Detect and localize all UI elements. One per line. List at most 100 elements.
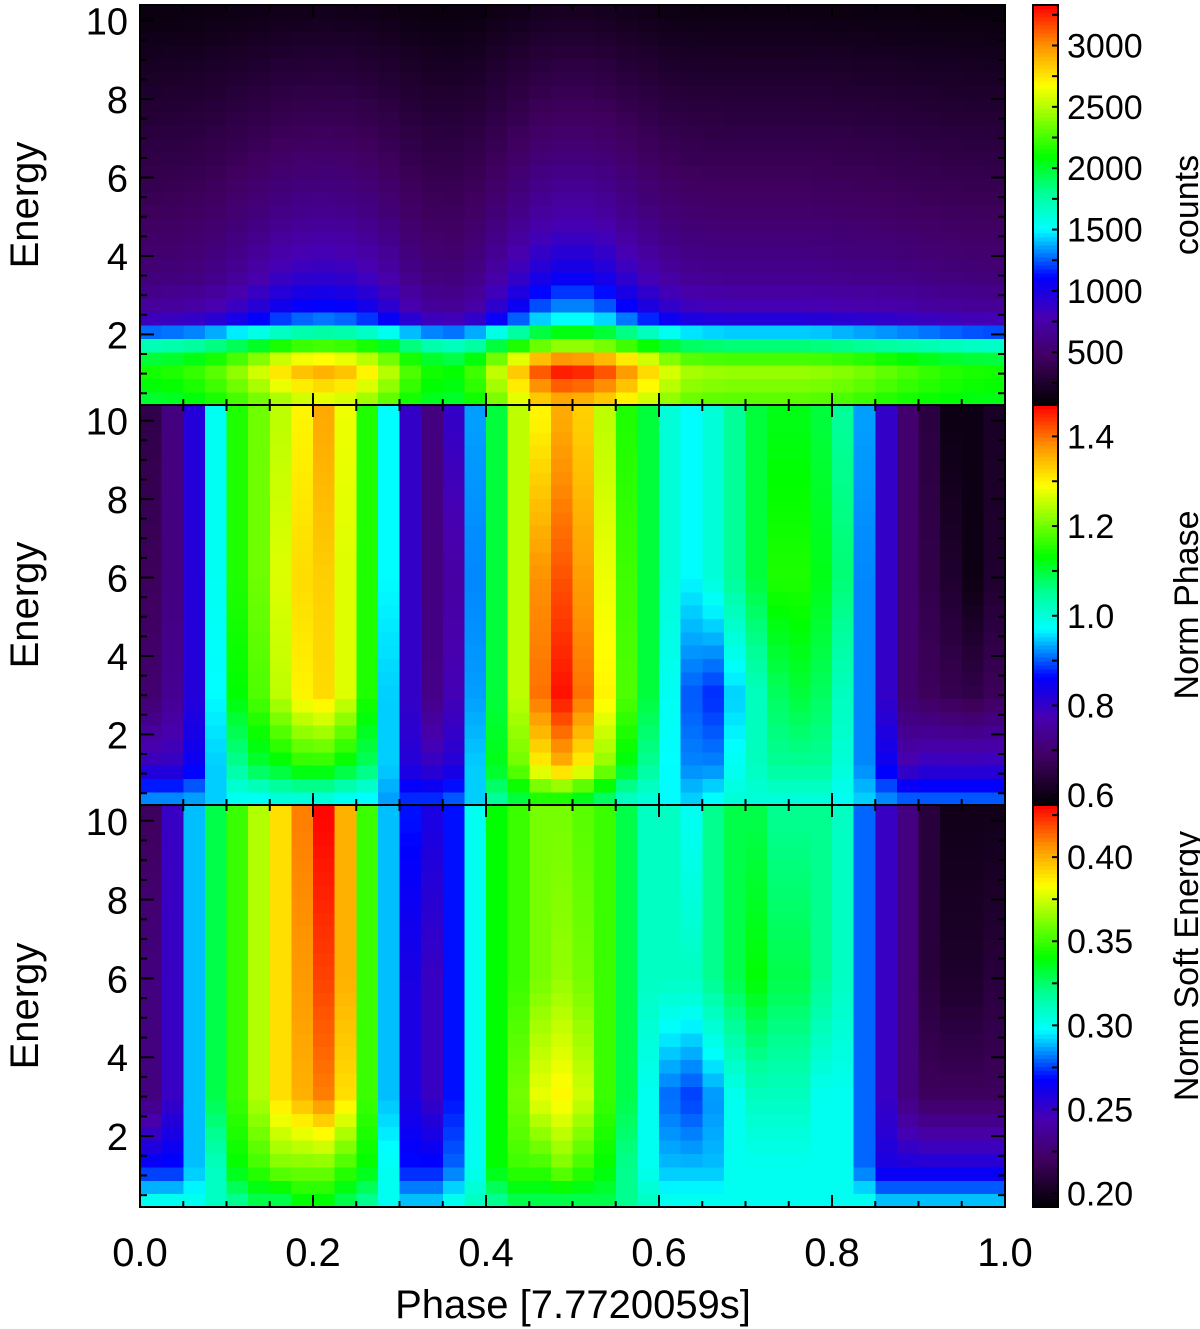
heatmap-cell xyxy=(853,18,876,33)
heatmap-cell xyxy=(183,391,206,406)
heatmap-cell xyxy=(486,1046,509,1061)
heatmap-cell xyxy=(767,431,790,446)
heatmap-cell xyxy=(659,58,682,73)
heatmap-cell xyxy=(183,31,206,46)
heatmap-cell xyxy=(767,725,790,739)
heatmap-cell xyxy=(983,325,1006,339)
heatmap-cell xyxy=(377,992,401,1007)
heatmap-cell xyxy=(983,231,1006,246)
heatmap-cell xyxy=(832,831,855,846)
heatmap-cell xyxy=(832,178,855,193)
heatmap-cell xyxy=(659,591,682,606)
heatmap-cell xyxy=(399,685,422,699)
heatmap-cell xyxy=(875,898,898,913)
heatmap-cell xyxy=(248,1059,271,1074)
heatmap-cell xyxy=(702,912,725,927)
heatmap-cell xyxy=(702,298,725,313)
heatmap-cell xyxy=(788,98,811,113)
colorbar-segment xyxy=(1033,989,1058,995)
heatmap-cell xyxy=(550,525,574,539)
heatmap-cell xyxy=(377,1140,401,1154)
heatmap-cell xyxy=(204,778,228,793)
heatmap-cell xyxy=(269,965,292,980)
heatmap-cell xyxy=(529,1166,552,1181)
heatmap-cell xyxy=(767,925,790,940)
heatmap-cell xyxy=(291,1099,314,1114)
heatmap-cell xyxy=(918,511,941,526)
heatmap-cell xyxy=(183,1140,206,1154)
heatmap-cell xyxy=(183,405,206,419)
colorbar-segment xyxy=(1033,1098,1058,1104)
heatmap-cell xyxy=(334,191,357,206)
heatmap-cell xyxy=(615,765,638,779)
heatmap-cell xyxy=(918,791,941,806)
colorbar-segment xyxy=(1033,1042,1058,1047)
heatmap-cell xyxy=(788,31,811,46)
heatmap-cell xyxy=(961,858,984,873)
heatmap-cell xyxy=(875,631,898,646)
heatmap-cell xyxy=(334,138,357,153)
heatmap-cell xyxy=(896,245,920,259)
heatmap-cell xyxy=(659,111,682,126)
heatmap-cell xyxy=(853,845,876,860)
heatmap-cell xyxy=(442,818,465,833)
heatmap-cell xyxy=(507,685,530,699)
heatmap-cell xyxy=(572,778,595,793)
heatmap-cell xyxy=(810,685,833,699)
heatmap-cell xyxy=(615,391,638,406)
heatmap-cell xyxy=(204,111,228,126)
heatmap-cell xyxy=(853,325,876,339)
heatmap-cell xyxy=(832,378,855,393)
heatmap-cell xyxy=(291,618,314,633)
heatmap-cell xyxy=(983,5,1006,19)
heatmap-cell xyxy=(940,965,963,980)
heatmap-cell xyxy=(248,1006,271,1020)
heatmap-cell xyxy=(313,98,336,113)
heatmap-cell xyxy=(183,311,206,326)
heatmap-cell xyxy=(918,1086,941,1101)
heatmap-cell xyxy=(334,1059,357,1074)
heatmap-cell xyxy=(896,1099,920,1114)
heatmap-cell xyxy=(723,365,747,379)
heatmap-cell xyxy=(313,671,336,686)
heatmap-cell xyxy=(961,1019,984,1034)
heatmap-cell xyxy=(486,258,509,273)
heatmap-cell xyxy=(940,298,963,313)
heatmap-cell xyxy=(183,58,206,73)
heatmap-cell xyxy=(529,351,552,366)
heatmap-cell xyxy=(248,898,271,913)
heatmap-cell xyxy=(723,1059,747,1074)
heatmap-cell xyxy=(226,1113,249,1128)
heatmap-cell xyxy=(248,191,271,206)
heatmap-cell xyxy=(421,1073,444,1087)
heatmap-cell xyxy=(723,565,747,579)
colorbar-segment xyxy=(1033,409,1058,414)
colorbar-segment xyxy=(1033,21,1058,26)
heatmap-cell xyxy=(377,1153,401,1168)
heatmap-cell xyxy=(788,1099,811,1114)
heatmap-cell xyxy=(161,1180,184,1195)
heatmap-cell xyxy=(637,111,660,126)
heatmap-cell xyxy=(464,992,487,1007)
heatmap-cell xyxy=(507,1006,530,1020)
heatmap-cell xyxy=(918,1032,941,1047)
heatmap-cell xyxy=(442,405,465,419)
heatmap-cell xyxy=(464,631,487,646)
heatmap-cell xyxy=(659,565,682,579)
heatmap-cell xyxy=(377,165,401,179)
heatmap-cell xyxy=(767,458,790,473)
heatmap-cell xyxy=(161,1140,184,1154)
heatmap-cell xyxy=(594,831,617,846)
heatmap-cell xyxy=(204,378,228,393)
heatmap-cell xyxy=(940,178,963,193)
heatmap-cell xyxy=(204,992,228,1007)
heatmap-cell xyxy=(464,378,487,393)
heatmap-cell xyxy=(723,338,747,353)
heatmap-cell xyxy=(442,711,465,726)
heatmap-cell xyxy=(248,378,271,393)
colorbar-segment xyxy=(1033,637,1058,642)
heatmap-cell xyxy=(788,831,811,846)
heatmap-cell xyxy=(464,538,487,553)
heatmap-cell xyxy=(767,71,790,86)
heatmap-cell xyxy=(442,685,465,699)
